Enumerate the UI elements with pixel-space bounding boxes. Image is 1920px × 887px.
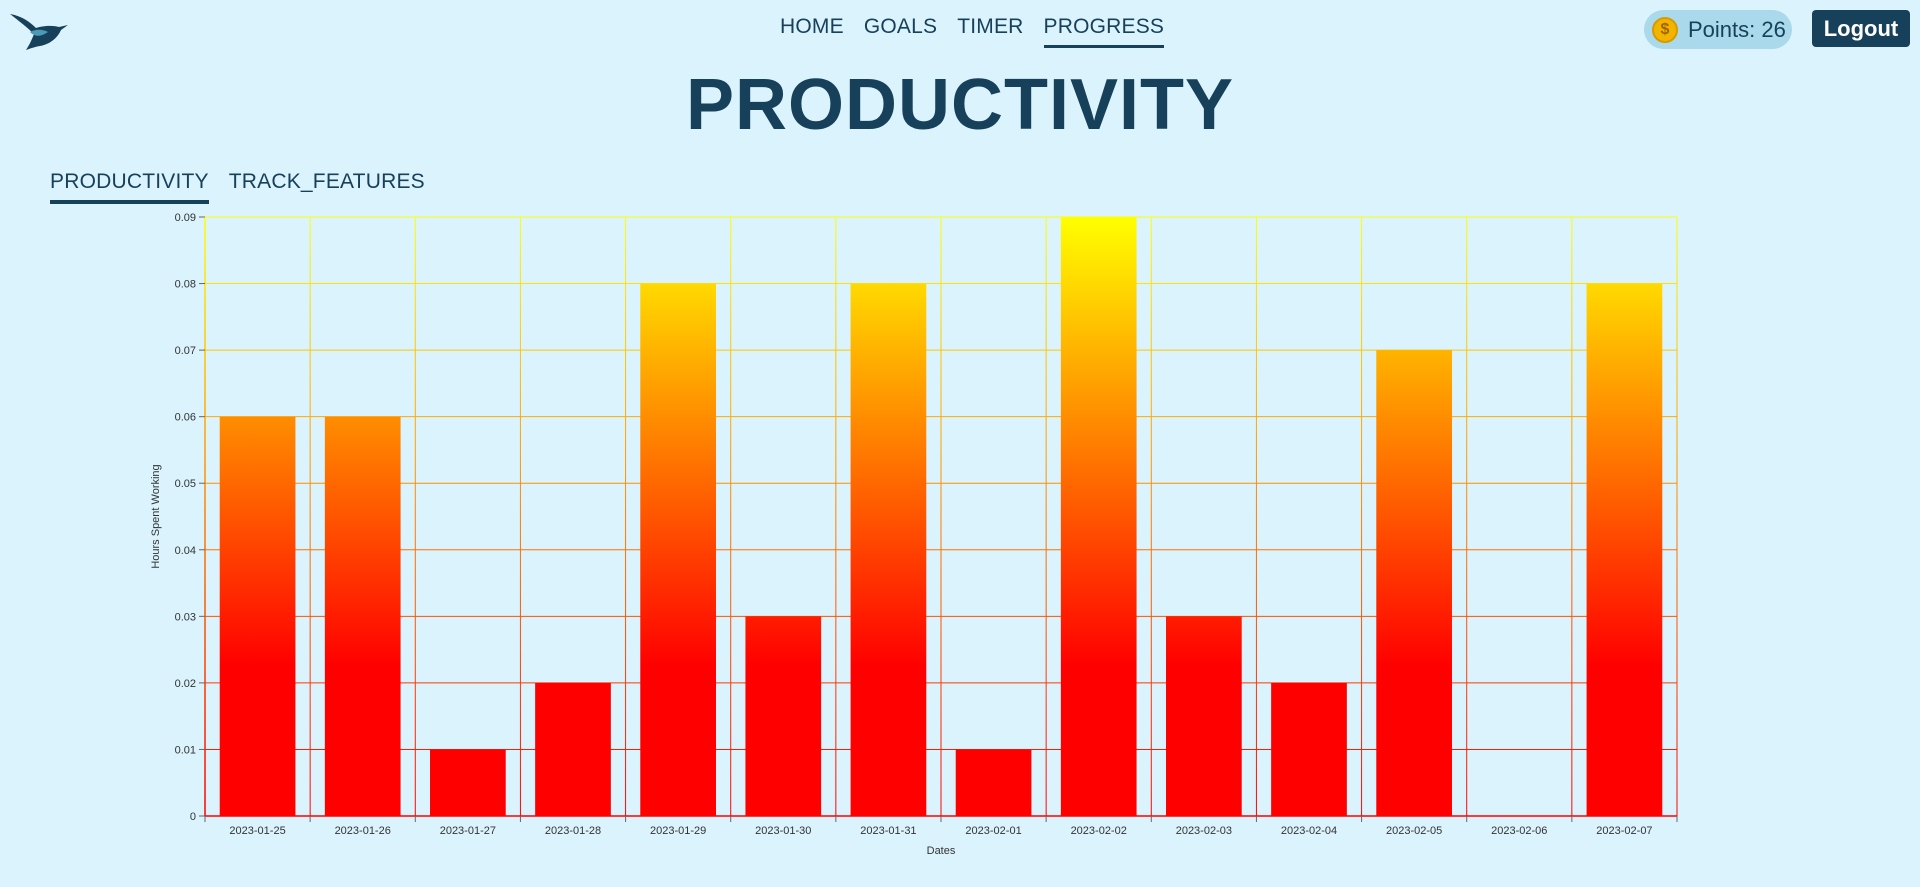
- y-tick-label: 0.02: [175, 678, 196, 690]
- bar: [535, 682, 611, 816]
- x-tick-label: 2023-02-02: [1071, 825, 1127, 837]
- x-tick-label: 2023-01-31: [860, 825, 916, 837]
- y-tick-label: 0.09: [175, 212, 196, 224]
- hummingbird-logo-icon[interactable]: [8, 8, 70, 50]
- bar: [1586, 283, 1663, 816]
- x-tick-label: 2023-02-04: [1281, 825, 1337, 837]
- x-tick-label: 2023-02-05: [1386, 825, 1442, 837]
- bar: [850, 283, 927, 816]
- bar: [324, 416, 401, 816]
- y-tick-label: 0.07: [175, 345, 196, 357]
- y-tick-label: 0.04: [175, 545, 196, 557]
- bar: [640, 283, 716, 816]
- y-tick-label: 0.08: [175, 279, 196, 291]
- x-tick-label: 2023-01-29: [650, 825, 706, 837]
- x-tick-label: 2023-01-27: [440, 825, 496, 837]
- nav-home[interactable]: HOME: [780, 15, 844, 38]
- x-axis-label: Dates: [927, 845, 956, 857]
- tab-productivity[interactable]: PRODUCTIVITY: [50, 169, 209, 204]
- bar: [1166, 616, 1242, 816]
- bar: [1060, 217, 1137, 816]
- tab-track-features[interactable]: TRACK_FEATURES: [228, 170, 425, 193]
- x-tick-label: 2023-02-06: [1491, 825, 1547, 837]
- bar: [430, 749, 506, 816]
- coin-icon: $: [1652, 16, 1678, 43]
- x-tick-label: 2023-01-30: [755, 825, 811, 837]
- points-badge: $ Points: 26: [1644, 10, 1792, 49]
- nav-goals[interactable]: GOALS: [863, 15, 938, 38]
- y-tick-label: 0: [190, 811, 196, 823]
- y-tick-label: 0.01: [175, 744, 196, 756]
- bar: [1376, 350, 1452, 816]
- main-nav: HOME GOALS TIMER PROGRESS: [780, 14, 1165, 48]
- logout-button[interactable]: Logout: [1812, 10, 1910, 47]
- bar: [1271, 682, 1347, 816]
- x-tick-label: 2023-01-28: [545, 825, 601, 837]
- x-tick-label: 2023-02-01: [965, 825, 1021, 837]
- x-tick-label: 2023-02-03: [1176, 825, 1232, 837]
- bar: [745, 616, 822, 816]
- bar: [219, 416, 296, 816]
- y-tick-label: 0.03: [175, 611, 196, 623]
- content-tabs: PRODUCTIVITY TRACK_FEATURES: [50, 169, 425, 204]
- points-label: Points: 26: [1688, 16, 1786, 42]
- bar: [955, 749, 1032, 816]
- y-tick-label: 0.05: [175, 478, 196, 490]
- x-tick-label: 2023-01-25: [229, 825, 285, 837]
- page-title: PRODUCTIVITY: [685, 65, 1235, 145]
- x-tick-label: 2023-01-26: [335, 825, 391, 837]
- nav-progress[interactable]: PROGRESS: [1043, 14, 1165, 48]
- x-tick-label: 2023-02-07: [1596, 825, 1652, 837]
- y-axis-label: Hours Spent Working: [150, 464, 162, 568]
- nav-timer[interactable]: TIMER: [957, 15, 1024, 38]
- y-tick-label: 0.06: [175, 412, 196, 424]
